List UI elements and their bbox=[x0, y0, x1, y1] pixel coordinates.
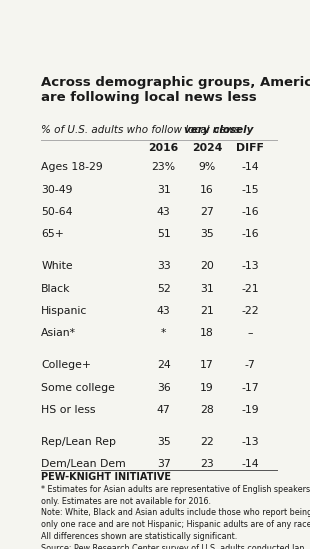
Text: -13: -13 bbox=[241, 261, 259, 271]
Text: -7: -7 bbox=[245, 360, 255, 370]
Text: -21: -21 bbox=[241, 284, 259, 294]
Text: Dem/Lean Dem: Dem/Lean Dem bbox=[41, 459, 126, 469]
Text: 52: 52 bbox=[157, 284, 171, 294]
Text: 16: 16 bbox=[200, 184, 214, 195]
Text: –: – bbox=[247, 328, 253, 338]
Text: -17: -17 bbox=[241, 383, 259, 393]
Text: -16: -16 bbox=[241, 207, 259, 217]
Text: Hispanic: Hispanic bbox=[41, 306, 87, 316]
Text: -14: -14 bbox=[241, 459, 259, 469]
Text: 50-64: 50-64 bbox=[41, 207, 73, 217]
Text: 24: 24 bbox=[157, 360, 171, 370]
Text: 28: 28 bbox=[200, 405, 214, 415]
Text: PEW-KNIGHT INITIATIVE: PEW-KNIGHT INITIATIVE bbox=[41, 472, 171, 482]
Text: Ages 18-29: Ages 18-29 bbox=[41, 163, 103, 172]
Text: -14: -14 bbox=[241, 163, 259, 172]
Text: 23%: 23% bbox=[152, 163, 176, 172]
Text: very closely: very closely bbox=[184, 125, 254, 135]
Text: 9%: 9% bbox=[198, 163, 215, 172]
Text: Some college: Some college bbox=[41, 383, 115, 393]
Text: Across demographic groups, Americans
are following local news less: Across demographic groups, Americans are… bbox=[41, 76, 310, 104]
Text: 19: 19 bbox=[200, 383, 214, 393]
Text: HS or less: HS or less bbox=[41, 405, 96, 415]
Text: *: * bbox=[161, 328, 166, 338]
Text: 31: 31 bbox=[157, 184, 171, 195]
Text: 33: 33 bbox=[157, 261, 171, 271]
Text: -19: -19 bbox=[241, 405, 259, 415]
Text: 23: 23 bbox=[200, 459, 214, 469]
Text: -15: -15 bbox=[241, 184, 259, 195]
Text: 17: 17 bbox=[200, 360, 214, 370]
Text: 20: 20 bbox=[200, 261, 214, 271]
Text: 37: 37 bbox=[157, 459, 171, 469]
Text: White: White bbox=[41, 261, 73, 271]
Text: 18: 18 bbox=[200, 328, 214, 338]
Text: 30-49: 30-49 bbox=[41, 184, 73, 195]
Text: 36: 36 bbox=[157, 383, 171, 393]
Text: 27: 27 bbox=[200, 207, 214, 217]
Text: College+: College+ bbox=[41, 360, 91, 370]
Text: -13: -13 bbox=[241, 436, 259, 447]
Text: Black: Black bbox=[41, 284, 71, 294]
Text: 2024: 2024 bbox=[192, 143, 222, 153]
Text: 65+: 65+ bbox=[41, 229, 64, 239]
Text: -22: -22 bbox=[241, 306, 259, 316]
Text: 2016: 2016 bbox=[148, 143, 179, 153]
Text: * Estimates for Asian adults are representative of English speakers
only. Estima: * Estimates for Asian adults are represe… bbox=[41, 485, 310, 549]
Text: DIFF: DIFF bbox=[236, 143, 264, 153]
Text: % of U.S. adults who follow local news: % of U.S. adults who follow local news bbox=[41, 125, 243, 135]
Text: -16: -16 bbox=[241, 229, 259, 239]
Text: 22: 22 bbox=[200, 436, 214, 447]
Text: 51: 51 bbox=[157, 229, 171, 239]
Text: 31: 31 bbox=[200, 284, 214, 294]
Text: 35: 35 bbox=[157, 436, 171, 447]
Text: 35: 35 bbox=[200, 229, 214, 239]
Text: 43: 43 bbox=[157, 207, 171, 217]
Text: 43: 43 bbox=[157, 306, 171, 316]
Text: 47: 47 bbox=[157, 405, 171, 415]
Text: 21: 21 bbox=[200, 306, 214, 316]
Text: Rep/Lean Rep: Rep/Lean Rep bbox=[41, 436, 116, 447]
Text: Asian*: Asian* bbox=[41, 328, 76, 338]
